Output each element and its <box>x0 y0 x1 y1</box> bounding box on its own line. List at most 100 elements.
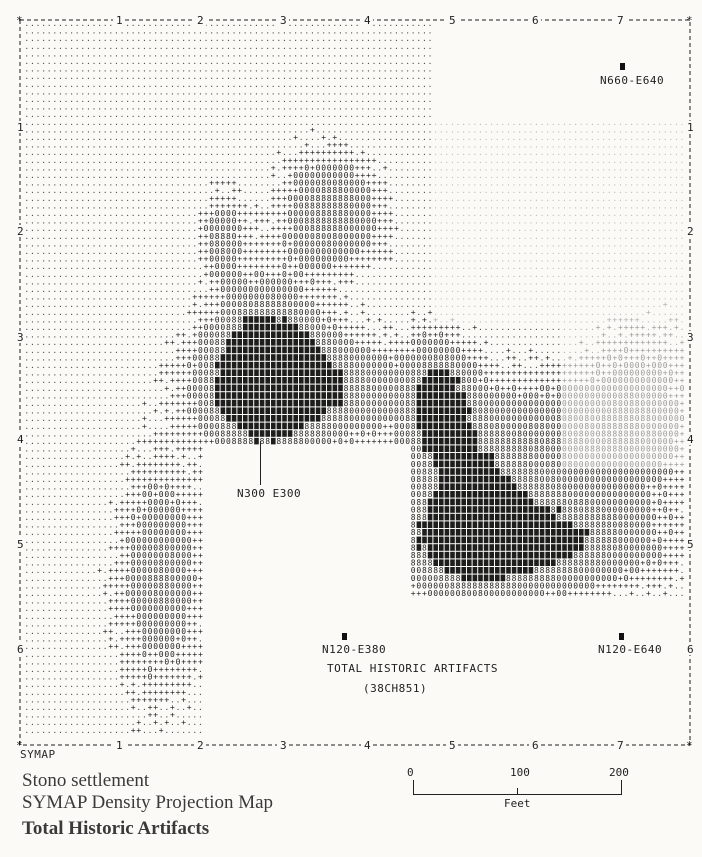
cell-lowest: . <box>103 87 108 96</box>
cell-lowest: . <box>316 34 321 43</box>
cell-lowest: . <box>148 49 153 58</box>
cell-lowest: . <box>58 42 63 51</box>
cell-lowest: . <box>226 87 231 96</box>
cell-lowest: . <box>338 65 343 74</box>
cell-lowest: . <box>192 80 197 89</box>
cell-lowest: . <box>383 34 388 43</box>
cell-lowest: . <box>198 80 203 89</box>
cell-highest <box>265 339 270 346</box>
cell-lowest: . <box>394 72 399 81</box>
cell-lowest: . <box>215 57 220 66</box>
cell-lowest: . <box>383 19 388 28</box>
cell-lowest: . <box>243 65 248 74</box>
cell-lowest: . <box>271 72 276 81</box>
cell-lowest: . <box>260 80 265 89</box>
cell-lowest: . <box>321 87 326 96</box>
cell-lowest: . <box>332 87 337 96</box>
cell-lowest: . <box>24 65 29 74</box>
cell-highest <box>243 369 248 376</box>
cell-highest <box>254 323 259 331</box>
cell-highest <box>259 354 265 361</box>
cell-lowest: . <box>400 49 405 58</box>
cell-high: 8 <box>433 361 438 370</box>
cell-lowest: . <box>215 87 220 96</box>
cell-highest <box>276 354 282 361</box>
cell-lowest: . <box>75 49 80 58</box>
cell-lowest: . <box>372 80 377 89</box>
cell-lowest: . <box>288 80 293 89</box>
cell-lowest: . <box>153 80 158 89</box>
cell-lowest: . <box>411 49 416 58</box>
cell-lowest: . <box>349 72 354 81</box>
cell-lowest: . <box>377 42 382 51</box>
cell-lowest: . <box>75 42 80 51</box>
cell-lowest: . <box>30 27 35 36</box>
cell-highest <box>248 361 254 369</box>
cell-lowest: . <box>108 57 113 66</box>
cell-lowest: . <box>248 19 253 28</box>
cell-highest <box>287 354 293 361</box>
cell-high: 8 <box>321 346 326 355</box>
cell-lowest: . <box>131 72 136 81</box>
cell-lowest: . <box>69 65 74 74</box>
cell-lowest: . <box>69 49 74 58</box>
cell-lowest: . <box>321 65 326 74</box>
cell-lowest: . <box>204 19 209 28</box>
cell-lowest: . <box>338 19 343 28</box>
cell-lowest: . <box>176 87 181 96</box>
cell-lowest: . <box>288 34 293 43</box>
cell-high: 8 <box>332 361 337 370</box>
cell-lowest: . <box>260 34 265 43</box>
cell-highest <box>293 346 298 354</box>
cell-lowest: . <box>204 49 209 58</box>
cell-lowest: . <box>416 80 421 89</box>
cell-highest <box>254 316 259 323</box>
cell-lowest: . <box>405 72 410 81</box>
cell-lowest: . <box>86 65 91 74</box>
cell-lowest: . <box>400 65 405 74</box>
cell-lowest: . <box>355 42 360 51</box>
cell-lowest: . <box>377 80 382 89</box>
cell-lowest: . <box>204 80 209 89</box>
cell-lowest: . <box>377 65 382 74</box>
cell-lowest: . <box>237 72 242 81</box>
cell-highest <box>243 331 248 338</box>
cell-lowest: . <box>271 65 276 74</box>
cell-lowest: . <box>148 19 153 28</box>
cell-highest <box>315 361 321 369</box>
cell-lowest: . <box>170 49 175 58</box>
cell-high: 8 <box>316 338 321 347</box>
cell-lowest: . <box>260 87 265 96</box>
cell-lowest: . <box>41 27 46 36</box>
cell-highest <box>243 339 248 346</box>
cell-lowest: . <box>265 72 270 81</box>
cell-highest <box>259 339 265 346</box>
cell-lowest: . <box>120 87 125 96</box>
cell-lowest: . <box>92 34 97 43</box>
cell-lowest: . <box>248 80 253 89</box>
cell-lowest: . <box>304 42 309 51</box>
cell-lowest: . <box>198 87 203 96</box>
cell-lowest: . <box>338 80 343 89</box>
cell-lowest: . <box>64 72 69 81</box>
cell-lowest: . <box>97 42 102 51</box>
cell-lowest: . <box>366 27 371 36</box>
cell-lowest: . <box>170 34 175 43</box>
cell-lowest: . <box>131 95 136 104</box>
cell-highest <box>231 354 237 361</box>
cell-lowest: . <box>288 27 293 36</box>
cell-lowest: . <box>411 65 416 74</box>
cell-lowest: . <box>41 57 46 66</box>
cell-lowest: . <box>327 49 332 58</box>
cell-highest <box>293 331 298 338</box>
cell-lowest: . <box>232 65 237 74</box>
cell-lowest: . <box>64 49 69 58</box>
cell-lowest: . <box>338 57 343 66</box>
cell-high: 8 <box>327 353 332 362</box>
cell-lowest: . <box>215 34 220 43</box>
cell-lowest: . <box>47 80 52 89</box>
cell-highest <box>282 316 287 323</box>
cell-lowest: . <box>136 65 141 74</box>
cell-lowest: . <box>142 27 147 36</box>
